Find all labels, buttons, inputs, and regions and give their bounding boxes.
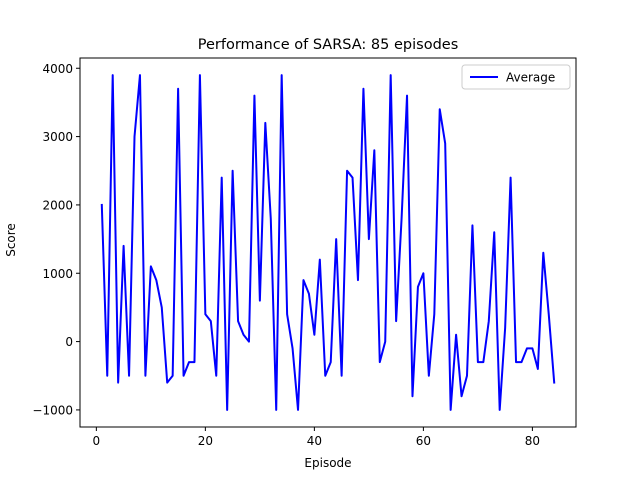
x-tick-label: 60 (416, 434, 431, 448)
x-tick-label: 0 (93, 434, 101, 448)
series-line-0 (100, 74, 556, 411)
y-tick-label: 1000 (42, 267, 73, 281)
y-tick-label: 4000 (42, 62, 73, 76)
axes-frame (79, 57, 577, 428)
y-tick-label: −1000 (32, 403, 73, 417)
x-tick-label: 80 (525, 434, 540, 448)
x-tick-label: 20 (198, 434, 213, 448)
x-axis-title: Episode (304, 456, 351, 470)
plot-area (100, 74, 556, 411)
legend-box (461, 64, 571, 90)
y-tick-label: 3000 (42, 130, 73, 144)
legend-label: Average (506, 71, 555, 85)
y-axis-title: Score (4, 223, 18, 257)
y-tick-label: 0 (65, 335, 73, 349)
y-tick-label: 2000 (42, 198, 73, 212)
chart-title: Performance of SARSA: 85 episodes (198, 37, 459, 53)
axes: 0 20 40 60 80 −1000 0 1000 2000 3000 4000 (32, 57, 577, 448)
x-tick-label: 40 (307, 434, 322, 448)
legend: Average (461, 64, 571, 90)
